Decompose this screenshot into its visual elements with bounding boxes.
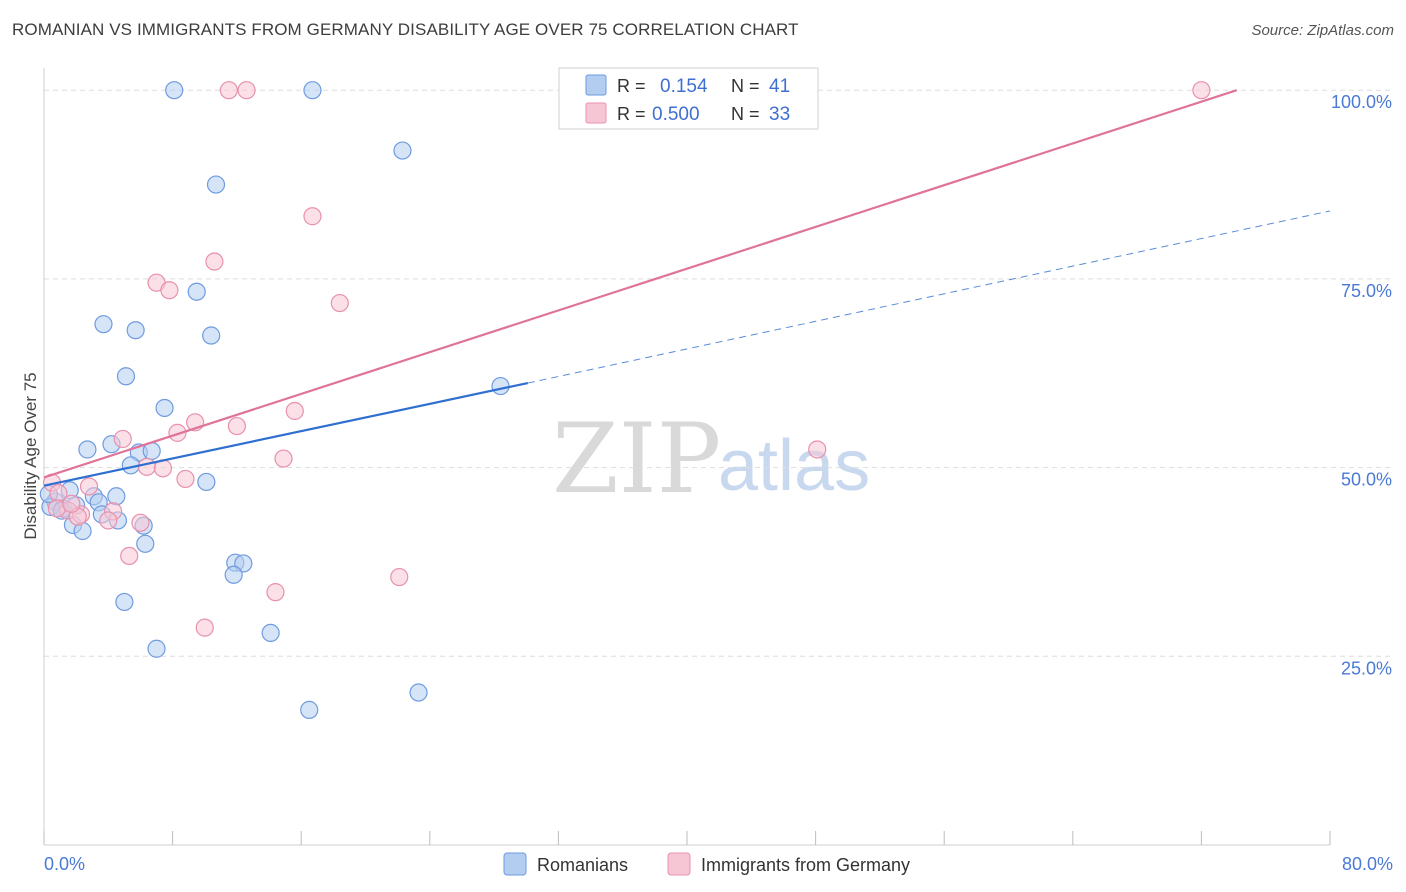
data-point-germany [176,469,195,489]
stats-legend: R = 0.154 N = 41 R = 0.500 N = 33 [558,67,819,130]
y-tick-label: 100.0% [1331,92,1392,112]
data-point-germany [137,457,156,476]
axes [43,68,1331,846]
data-point-germany [113,429,132,449]
data-point-romanians [126,321,145,340]
data-point-romanians [224,565,243,584]
data-point-germany [330,293,349,313]
data-point-germany [303,207,322,226]
data-point-romanians [78,440,97,459]
bottom-legend-label-romanians: Romanians [537,855,628,875]
data-point-romanians [107,487,126,506]
legend-r-label-2: R = [617,104,646,124]
data-point-germany [160,281,179,300]
legend-r-label-1: R = [617,76,646,96]
data-point-germany [285,401,304,421]
bottom-legend-swatch-romanians [503,852,527,876]
data-point-germany [274,449,293,468]
data-point-romanians [261,623,280,642]
data-point-germany [62,494,81,513]
source-label: Source: ZipAtlas.com [1251,22,1394,39]
data-point-germany [99,511,118,530]
y-tick-label: 75.0% [1341,281,1392,301]
y-axis-label: Disability Age Over 75 [21,372,40,539]
data-point-germany [79,477,99,496]
data-point-romanians [197,472,216,492]
legend-n-label-2: N = [731,104,760,124]
data-point-romanians [147,639,166,658]
trend-line-romanians-extension [527,210,1331,384]
legend-swatch-germany [585,102,607,124]
data-point-germany [219,81,238,100]
data-point-romanians [491,376,510,396]
trend-lines [43,89,1331,487]
data-point-romanians [115,592,134,612]
data-point-romanians [136,534,155,553]
series-legend: Romanians Immigrants from Germany [503,852,910,876]
legend-r-value-romanians: 0.154 [660,76,708,97]
data-point-germany [266,583,285,602]
data-point-romanians [94,315,113,334]
data-point-germany [1192,81,1211,100]
x-tick-label-min: 0.0% [44,854,85,874]
trend-line-romanians [43,381,529,487]
data-point-romanians [165,81,184,100]
watermark-zip: ZIP [552,403,721,515]
y-tick-label: 50.0% [1341,470,1392,490]
legend-n-label-1: N = [731,76,760,96]
chart-title: ROMANIAN VS IMMIGRANTS FROM GERMANY DISA… [12,20,799,39]
data-point-romanians [155,398,174,418]
bottom-legend-swatch-germany [667,852,691,876]
data-point-germany [205,252,224,271]
data-point-romanians [303,81,322,100]
data-point-romanians [393,141,412,160]
data-point-romanians [206,175,226,194]
data-point-germany [195,618,214,637]
data-point-romanians [187,282,206,301]
watermark-atlas: atlas [718,426,870,506]
bottom-legend-label-germany: Immigrants from Germany [701,855,910,875]
trend-line-germany [43,89,1238,479]
data-point-romanians [300,700,319,719]
x-tick-labels: 0.0% 80.0% [44,854,1393,874]
data-point-romanians [409,683,428,702]
y-tick-label: 25.0% [1341,658,1392,678]
data-point-germany [227,416,246,436]
data-point-germany [120,546,139,566]
data-point-romanians [202,326,221,345]
legend-n-value-romanians: 41 [769,76,790,97]
data-point-germany [237,81,256,100]
series-germany-points [42,81,1211,637]
x-tick-label-max: 80.0% [1342,854,1393,874]
y-tick-labels: 25.0% 50.0% 75.0% 100.0% [1331,92,1392,678]
data-point-germany [390,567,409,587]
data-point-germany [131,513,150,532]
data-point-romanians [116,367,136,386]
watermark: ZIP atlas [552,403,870,515]
legend-r-value-germany: 0.500 [652,104,700,125]
legend-n-value-germany: 33 [769,104,790,125]
data-point-germany [808,440,827,459]
series-romanians-points [39,81,510,719]
data-point-germany [168,423,187,442]
legend-swatch-romanians [585,74,607,96]
